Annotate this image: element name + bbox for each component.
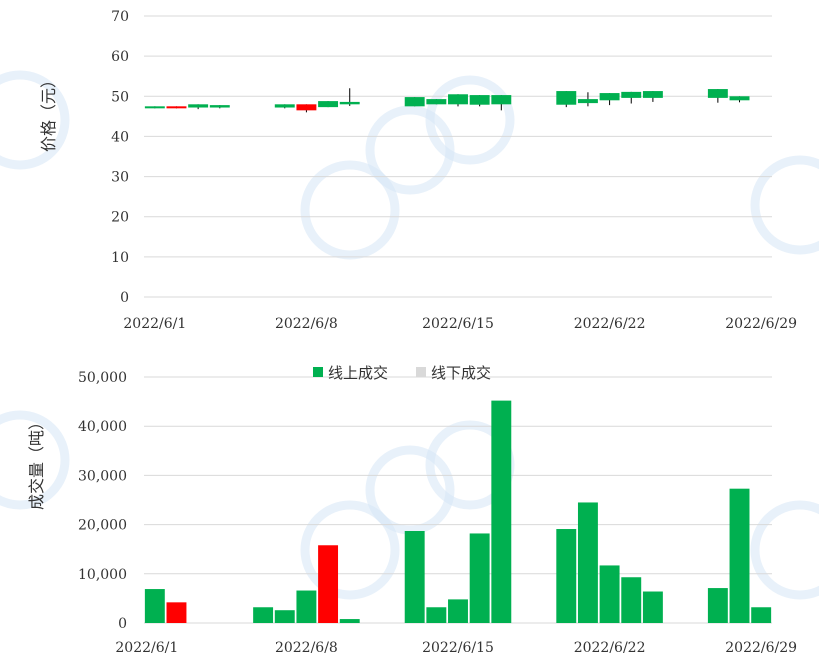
volume-x-tick-label: 2022/6/8 [275,640,338,656]
volume-x-tick-label: 2022/6/1 [115,640,178,656]
price-x-tick-label: 2022/6/22 [574,316,646,332]
volume-y-tick-label: 20,000 [78,518,127,534]
volume-bar [621,577,642,623]
volume-bar [166,602,187,623]
volume-y-tick-label: 40,000 [78,419,127,435]
price-x-tick-labels: 2022/6/1 2022/6/8 2022/6/15 2022/6/22 2022/6… [123,316,797,332]
price-y-tick-label: 70 [111,9,129,25]
price-candle-body [707,89,728,98]
volume-bar [318,545,339,623]
price-candle-body [577,99,598,104]
volume-x-tick-label: 2022/6/29 [725,640,797,656]
price-candle-body [491,95,512,105]
price-candle-body [188,104,209,108]
legend-swatch-offline [416,367,426,377]
volume-bar [556,529,577,623]
volume-bar [469,533,490,623]
volume-y-tick-labels: 0 10,000 20,000 30,000 40,000 50,000 [78,370,127,632]
volume-bar [642,591,663,623]
volume-bar [404,530,425,623]
price-candle-body [621,91,642,98]
volume-bar [253,607,274,623]
volume-y-tick-label: 30,000 [78,468,127,484]
price-y-tick-label: 50 [111,89,129,105]
volume-bar [426,607,447,623]
watermark-circle [425,75,515,165]
price-candle-body [404,97,425,107]
legend-label-offline: 线下成交 [431,364,491,382]
volume-bar [339,619,360,623]
volume-bar [599,565,620,623]
volume-y-axis-title: 成交量（吨） [27,414,46,510]
price-candle-body [339,101,360,105]
volume-chart: 0 10,000 20,000 30,000 40,000 50,000 2022/6/1… [27,364,797,656]
price-x-tick-label: 2022/6/8 [275,316,338,332]
legend-swatch-online [313,367,323,377]
price-candle-body [318,101,339,108]
legend-label-online: 线上成交 [328,364,388,382]
watermark-circle [300,160,400,260]
watermark-circle [0,70,70,170]
volume-bar [144,589,165,623]
price-candle-body [448,94,468,105]
volume-bar [729,488,750,623]
watermark-circle [300,500,400,600]
price-candle-body [144,106,165,109]
volume-bar [296,590,317,623]
volume-bar [751,607,772,623]
price-candle-body [729,96,750,101]
price-x-tick-label: 2022/6/1 [123,316,186,332]
watermark-circle [750,500,819,600]
price-candle-body [599,93,620,101]
volume-x-tick-label: 2022/6/15 [422,640,494,656]
price-candle-body [296,104,317,111]
price-candle-body [274,104,295,108]
price-x-tick-label: 2022/6/15 [422,316,494,332]
volume-bar [577,502,598,623]
watermark-circle [365,445,455,535]
price-candle-body [469,95,490,105]
price-candles [144,88,750,113]
volume-y-tick-label: 10,000 [78,567,127,583]
price-y-tick-label: 0 [120,290,129,306]
volume-legend: 线上成交 线下成交 [313,364,491,382]
price-y-tick-label: 40 [111,129,129,145]
price-candle-body [209,105,230,108]
price-y-tick-labels: 0 10 20 30 40 50 60 70 [111,9,129,306]
volume-y-tick-label: 50,000 [78,370,127,386]
price-y-tick-label: 20 [111,210,129,226]
volume-y-tick-label: 0 [118,616,127,632]
price-candle-body [166,106,187,109]
volume-gridlines [144,376,772,624]
watermark-circle [0,410,70,510]
price-candle-body [556,91,577,105]
volume-bar [491,400,512,623]
price-y-tick-label: 60 [111,49,129,65]
price-y-axis-title: 价格（元） [39,72,58,152]
watermark-circle [750,155,819,255]
watermark [0,70,819,600]
volume-bar [448,599,468,623]
volume-x-tick-label: 2022/6/22 [574,640,646,656]
price-y-tick-label: 10 [111,250,129,266]
price-x-tick-label: 2022/6/29 [725,316,797,332]
price-y-tick-label: 30 [111,170,129,186]
volume-bars [144,400,772,623]
volume-bar [274,610,295,623]
volume-x-tick-labels: 2022/6/1 2022/6/8 2022/6/15 2022/6/22 2022/6… [115,640,797,656]
volume-bar [707,588,728,623]
price-candle-body [426,99,447,105]
price-candle-body [642,91,663,98]
